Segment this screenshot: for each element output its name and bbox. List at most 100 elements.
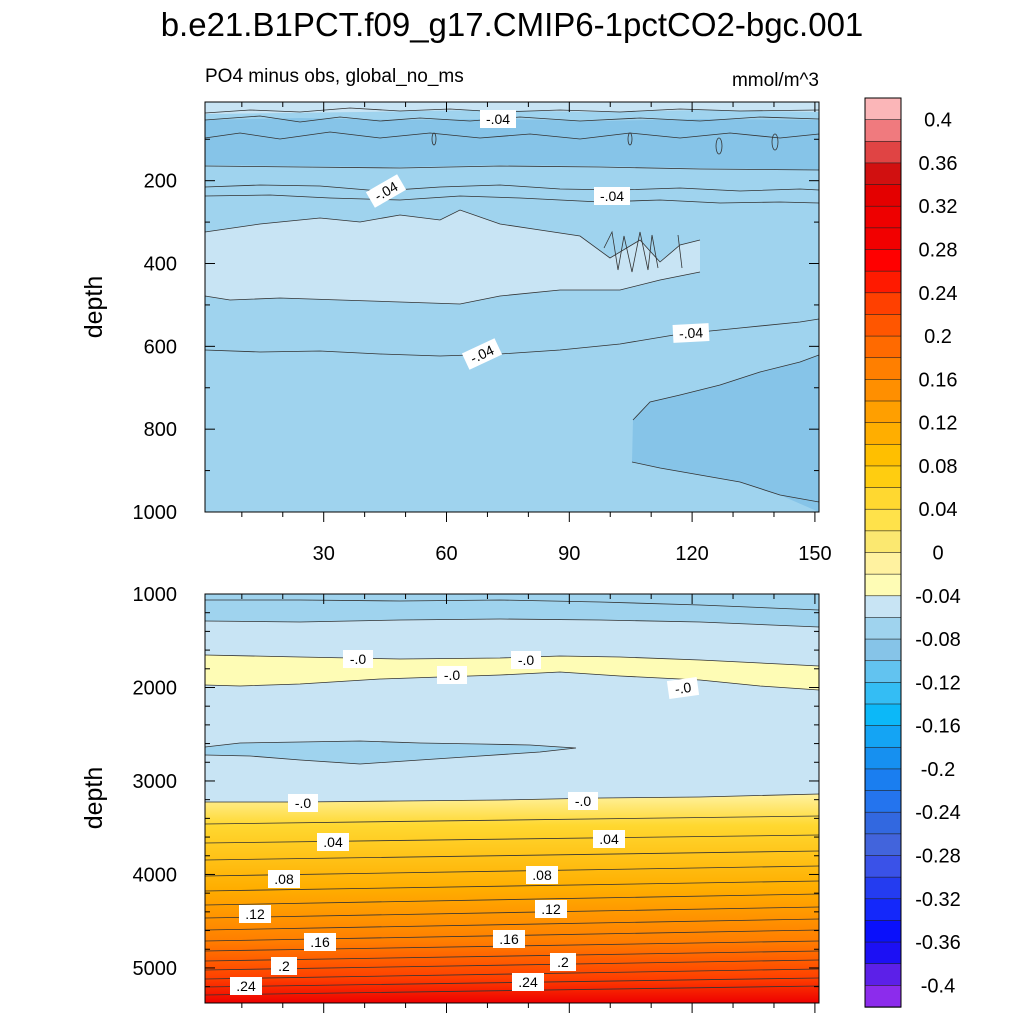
colorbar-segment	[864, 725, 902, 748]
colorbar-segment	[864, 270, 902, 294]
colorbar-label: 0.28	[919, 240, 958, 262]
colorbar-segment	[864, 985, 902, 1008]
colorbar-segment	[864, 465, 902, 489]
lower-y-axis-label: depth	[80, 767, 108, 830]
contour-label-text: .24	[236, 978, 256, 994]
x-tick-label: 90	[558, 543, 580, 565]
colorbar-label: -0.32	[915, 889, 961, 911]
contour-label-text: .24	[518, 974, 538, 990]
contour-label: -.04	[672, 323, 710, 343]
colorbar-segment	[864, 768, 902, 792]
colorbar-label: 0.4	[924, 110, 952, 132]
colorbar-segment	[864, 292, 902, 316]
colorbar-segment	[864, 920, 902, 943]
colorbar-label: -0.08	[915, 629, 961, 651]
contour-label-text: .16	[310, 934, 330, 950]
contour-label-text: -.0	[575, 793, 592, 809]
colorbar-segment	[864, 508, 902, 532]
y-tick-label: 200	[144, 171, 177, 193]
colorbar-segment	[864, 573, 902, 597]
contour-label: -.04	[480, 110, 516, 128]
colorbar-segment	[864, 335, 902, 359]
upper-y-axis: 200 400 600 800 1000	[133, 138, 819, 524]
contour-label-text: -.0	[295, 795, 312, 811]
colorbar-segment	[864, 660, 902, 684]
colorbar-segment	[864, 855, 902, 878]
lower-y-axis: 1000 2000 3000 4000 5000	[133, 584, 819, 988]
colorbar-segment	[864, 140, 902, 164]
y-tick-label: 1000	[133, 584, 178, 606]
colorbar: 0.4 0.36 0.32 0.28 0.24 0.2 0.16 0.12 0.08 0.04 0 -…	[864, 97, 961, 1008]
x-tick-label: 120	[675, 543, 708, 565]
contour-label: -.0	[511, 651, 541, 669]
colorbar-segment	[864, 357, 902, 381]
colorbar-label: 0.12	[919, 413, 958, 435]
colorbar-segment	[864, 703, 902, 727]
y-tick-label: 2000	[133, 677, 178, 699]
contour-label-text: .08	[274, 871, 294, 887]
contour-label-text: .12	[541, 901, 561, 917]
colorbar-segment	[864, 443, 902, 467]
contour-label-text: -.0	[444, 667, 461, 683]
colorbar-label: -0.4	[921, 975, 955, 997]
contour-label: .12	[239, 905, 271, 923]
figure-title: b.e21.B1PCT.f09_g17.CMIP6-1pctCO2-bgc.00…	[161, 6, 864, 43]
colorbar-segment	[864, 379, 902, 402]
upper-y-axis-label: depth	[80, 276, 108, 339]
upper-fill-mid-light	[205, 210, 700, 304]
y-tick-label: 4000	[133, 864, 178, 886]
contour-label: -.04	[594, 187, 630, 205]
colorbar-segment	[864, 876, 902, 900]
upper-panel: -.04 -.04 -.04 -.04 -.04	[205, 102, 819, 512]
x-tick-label: 60	[435, 543, 457, 565]
contour-label-text: .04	[599, 831, 619, 847]
x-tick-label: 30	[313, 543, 335, 565]
colorbar-segment	[864, 314, 902, 337]
contour-label: -.0	[288, 794, 318, 812]
contour-label: .04	[593, 830, 625, 848]
colorbar-segment	[864, 227, 902, 251]
colorbar-segment	[864, 617, 902, 640]
lower-contour-labels: -.0 -.0 -.0 -.0 -.0 -.0 .04 .04 .08 .08 …	[230, 650, 700, 995]
contour-label: -.0	[437, 666, 467, 684]
contour-label-text: -.0	[350, 651, 367, 667]
colorbar-label: -0.24	[915, 802, 961, 824]
colorbar-segment	[864, 184, 902, 207]
units-subtitle: mmol/m^3	[732, 70, 819, 91]
colorbar-segment	[864, 833, 902, 857]
colorbar-segment	[864, 530, 902, 554]
lower-x-axis	[241, 594, 816, 1013]
colorbar-label: 0	[932, 543, 943, 565]
left-subtitle: PO4 minus obs, global_no_ms	[205, 66, 464, 87]
colorbar-label: 0.2	[924, 326, 952, 348]
colorbar-segment	[864, 487, 902, 510]
contour-label-text: -.0	[674, 679, 693, 697]
colorbar-segment	[864, 941, 902, 965]
colorbar-label: -0.12	[915, 672, 961, 694]
contour-label-text: .08	[532, 867, 552, 883]
contour-label: .2	[271, 957, 297, 975]
contour-label-text: .2	[557, 954, 569, 970]
colorbar-label: 0.04	[919, 499, 958, 521]
contour-label: -.0	[666, 676, 700, 700]
colorbar-segment	[864, 638, 902, 662]
contour-label: .04	[317, 833, 349, 851]
contour-label-text: -.0	[518, 652, 535, 668]
colorbar-segment	[864, 682, 902, 705]
contour-label-text: .04	[323, 834, 343, 850]
colorbar-segment	[864, 119, 902, 142]
contour-label: .2	[550, 953, 576, 971]
colorbar-label: 0.24	[919, 283, 958, 305]
contour-label: -.0	[568, 792, 598, 810]
y-tick-label: 3000	[133, 771, 178, 793]
colorbar-segment	[864, 898, 902, 922]
contour-label: .08	[526, 866, 558, 884]
contour-label-text: -.04	[486, 111, 510, 127]
contour-label-text: -.04	[679, 324, 704, 341]
x-tick-label: 150	[798, 543, 831, 565]
colorbar-label: 0.36	[919, 153, 958, 175]
y-tick-label: 400	[144, 254, 177, 276]
colorbar-label: 0.16	[919, 369, 958, 391]
upper-contour-lines	[205, 107, 819, 503]
